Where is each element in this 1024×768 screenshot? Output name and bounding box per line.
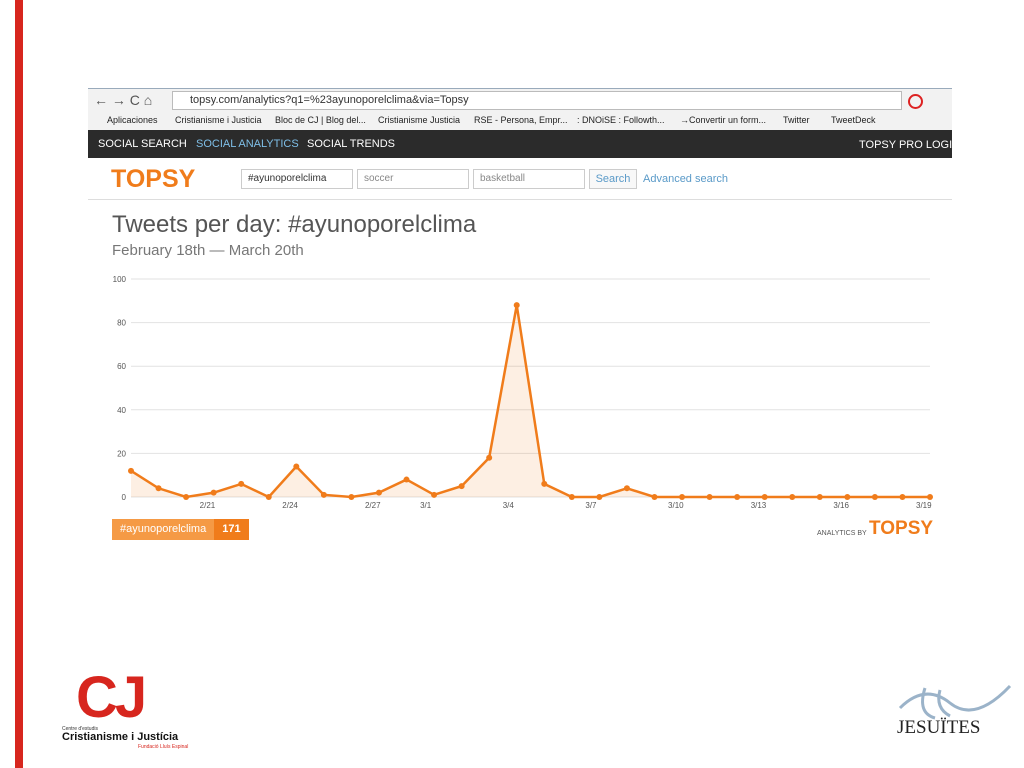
search-input[interactable]: soccer bbox=[357, 169, 469, 189]
point bbox=[816, 494, 823, 500]
point bbox=[761, 494, 768, 500]
bookmark[interactable]: Cristianisme i Justicia bbox=[175, 115, 262, 125]
bookmark[interactable]: Bloc de CJ | Blog del... bbox=[275, 115, 366, 125]
url: topsy.com/analytics?q1=%23ayunoporelclim… bbox=[190, 94, 469, 106]
point bbox=[293, 463, 300, 470]
cj-sub: Fundació Lluís Espinal bbox=[138, 744, 189, 750]
topsy-logo: TOPSY bbox=[111, 165, 196, 193]
point bbox=[706, 494, 713, 500]
point bbox=[844, 494, 851, 500]
x-tick-label: 3/7 bbox=[585, 501, 597, 510]
point bbox=[899, 494, 906, 500]
nav-bar bbox=[88, 130, 952, 158]
red-bar bbox=[15, 0, 23, 768]
bookmark[interactable]: TweetDeck bbox=[831, 115, 876, 125]
legend-total: 171 bbox=[214, 519, 249, 540]
point bbox=[128, 467, 134, 474]
bookmark[interactable]: Twitter bbox=[783, 115, 810, 125]
cj-logo: CJ bbox=[76, 665, 147, 730]
x-tick-label: 2/24 bbox=[282, 501, 298, 510]
point bbox=[651, 494, 658, 500]
jesuites-emblem bbox=[898, 684, 1012, 720]
point bbox=[431, 491, 438, 498]
point bbox=[513, 302, 520, 309]
advanced-search[interactable]: Advanced search bbox=[643, 173, 728, 185]
point bbox=[789, 494, 796, 500]
point bbox=[541, 480, 548, 487]
point bbox=[265, 494, 272, 500]
y-tick-label: 60 bbox=[117, 362, 126, 371]
chart: 0 20 40 60 80 100 2/21 2/24 2/27 3/1 3/4 3/7 3/10 3/1… bbox=[113, 275, 933, 510]
chart-subtitle: February 18th — March 20th bbox=[112, 242, 304, 259]
point bbox=[183, 494, 190, 500]
point bbox=[679, 494, 686, 500]
cj-small: Centre d'estudis bbox=[62, 726, 98, 732]
point bbox=[596, 494, 603, 500]
point bbox=[375, 489, 382, 496]
divider bbox=[88, 199, 952, 200]
login[interactable]: TOPSY PRO LOGIN ▾ bbox=[859, 139, 969, 151]
point bbox=[155, 485, 162, 492]
cj-name: Cristianisme i Justícia bbox=[62, 731, 179, 743]
line bbox=[130, 304, 930, 499]
point bbox=[403, 476, 410, 483]
credit-logo: TOPSY bbox=[869, 518, 934, 539]
point bbox=[871, 494, 878, 500]
x-tick-label: 2/27 bbox=[365, 501, 381, 510]
url-bar[interactable] bbox=[172, 91, 902, 110]
x-tick-label: 2/21 bbox=[200, 501, 216, 510]
point bbox=[348, 494, 355, 500]
legend[interactable]: #ayunoporelclima 171 bbox=[112, 519, 249, 540]
point bbox=[320, 491, 327, 498]
y-tick-label: 40 bbox=[117, 406, 126, 415]
point bbox=[210, 489, 217, 496]
legend-name: #ayunoporelclima bbox=[112, 519, 215, 540]
point bbox=[623, 485, 630, 492]
bookmark[interactable]: Aplicaciones bbox=[107, 115, 158, 125]
nav-item[interactable]: SOCIAL SEARCH bbox=[98, 138, 187, 150]
nav-item[interactable]: SOCIAL TRENDS bbox=[307, 138, 396, 150]
bookmark[interactable]: Cristianisme Justicia bbox=[378, 115, 461, 125]
extension-icon[interactable] bbox=[908, 94, 923, 109]
x-tick-label: 3/13 bbox=[751, 501, 767, 510]
y-tick-label: 80 bbox=[117, 319, 126, 328]
bookmark[interactable]: →Convertir un form... bbox=[680, 115, 767, 125]
y-tick-label: 0 bbox=[122, 493, 127, 502]
bookmark[interactable]: RSE - Persona, Empr... bbox=[474, 115, 568, 125]
jesuites: JESUÏTES bbox=[897, 717, 981, 738]
point bbox=[238, 480, 245, 487]
search-input[interactable]: basketball bbox=[473, 169, 585, 189]
chart-title: Tweets per day: #ayunoporelclima bbox=[112, 211, 477, 238]
x-tick-label: 3/16 bbox=[833, 501, 849, 510]
x-tick-label: 3/10 bbox=[668, 501, 684, 510]
point bbox=[458, 483, 465, 490]
point bbox=[568, 494, 575, 500]
nav-item[interactable]: SOCIAL ANALYTICS bbox=[196, 138, 299, 150]
x-tick-label: 3/19 bbox=[916, 501, 932, 510]
y-tick-label: 100 bbox=[113, 275, 127, 284]
search-button[interactable]: Search bbox=[589, 169, 637, 189]
x-tick-label: 3/4 bbox=[503, 501, 515, 510]
search-input[interactable]: #ayunoporelclima bbox=[241, 169, 353, 189]
nav-buttons[interactable]: ← → C ⌂ bbox=[94, 92, 153, 108]
x-tick-label: 3/1 bbox=[420, 501, 432, 510]
point bbox=[927, 494, 933, 500]
point bbox=[734, 494, 741, 500]
point bbox=[486, 454, 493, 461]
bookmark[interactable]: : DNOiSE : Followth... bbox=[577, 115, 665, 125]
credit: ANALYTICS BY bbox=[817, 530, 867, 537]
y-tick-label: 20 bbox=[117, 449, 126, 458]
